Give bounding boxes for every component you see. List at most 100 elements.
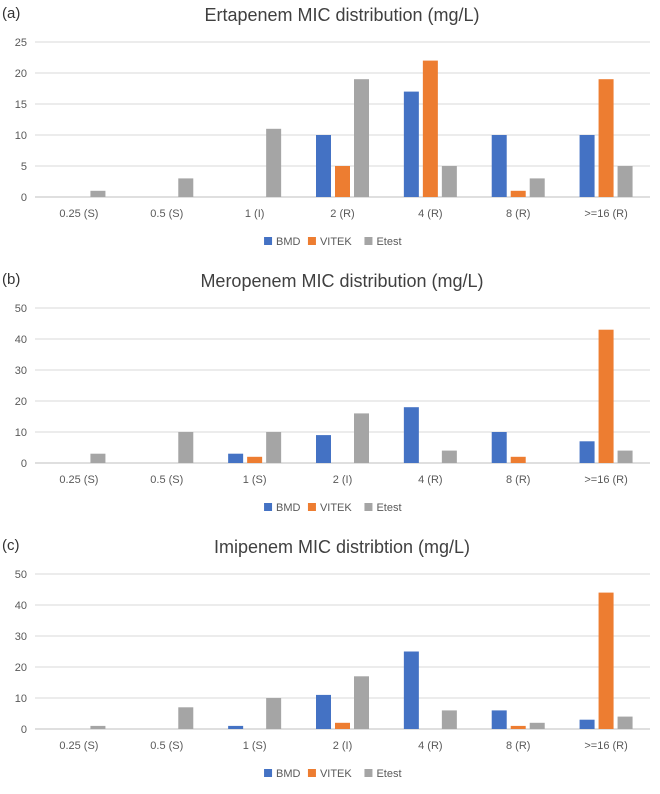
bar-etest — [617, 450, 633, 463]
y-tick-label: 10 — [15, 427, 27, 439]
x-tick-label: 1 (S) — [243, 474, 267, 486]
bar-etest — [90, 190, 106, 197]
x-tick-label: 1 (I) — [245, 208, 265, 220]
y-tick-label: 40 — [15, 600, 27, 612]
y-tick-label: 30 — [15, 365, 27, 377]
chart-meropenem: (b) Meropenem MIC distribution (mg/L) 0 1… — [2, 271, 650, 514]
x-tick-label: 0.5 (S) — [150, 208, 183, 220]
legend-swatch — [364, 237, 373, 245]
x-tick-label: 4 (R) — [418, 474, 442, 486]
bar-vitek — [510, 190, 526, 197]
bar-bmd — [316, 694, 331, 729]
bar-etest — [441, 710, 457, 729]
bar-vitek — [598, 592, 614, 729]
bar-bmd — [491, 432, 507, 463]
legend-swatch — [264, 237, 273, 245]
bar-etest — [529, 722, 545, 729]
y-tick-label: 40 — [15, 334, 27, 346]
x-tick-label: 8 (R) — [506, 740, 530, 752]
bar-bmd — [403, 91, 419, 197]
bar-bmd — [579, 719, 595, 729]
bar-bmd — [316, 135, 331, 197]
x-tick-label: 2 (I) — [333, 740, 353, 752]
legend-swatch — [307, 503, 316, 511]
bar-etest — [178, 432, 194, 463]
legend-swatch — [307, 769, 316, 777]
bar-etest — [529, 178, 545, 197]
legend-label: Etest — [376, 236, 401, 248]
chart-title: Meropenem MIC distribution (mg/L) — [200, 271, 483, 291]
panel-label: (b) — [2, 271, 20, 288]
x-tick-label: 1 (S) — [243, 740, 267, 752]
x-tick-label: >=16 (R) — [584, 208, 627, 220]
legend-label: VITEK — [320, 236, 352, 248]
chart-ertapenem: (a) Ertapenem MIC distribution (mg/L) 0 5… — [2, 5, 650, 248]
bar-bmd — [403, 407, 419, 463]
legend-label: BMD — [276, 236, 301, 248]
y-tick-label: 20 — [15, 662, 27, 674]
y-tick-label: 20 — [15, 68, 27, 80]
legend-label: BMD — [276, 768, 301, 780]
chart-panel-a: (a) Ertapenem MIC distribution (mg/L) 0 5… — [0, 0, 660, 262]
bar-etest — [617, 166, 633, 197]
legend-label: Etest — [376, 768, 401, 780]
legend-label: VITEK — [320, 502, 352, 514]
y-tick-label: 50 — [15, 569, 27, 581]
bar-etest — [266, 432, 282, 463]
x-tick-label: 8 (R) — [506, 474, 530, 486]
legend-swatch — [364, 769, 373, 777]
y-tick-label: 10 — [15, 693, 27, 705]
y-tick-label: 0 — [21, 192, 27, 204]
x-tick-label: >=16 (R) — [584, 740, 627, 752]
x-tick-label: 2 (R) — [330, 208, 354, 220]
bar-bmd — [228, 453, 244, 463]
bar-vitek — [510, 456, 526, 463]
bar-etest — [617, 716, 633, 729]
bar-bmd — [403, 651, 419, 729]
bar-bmd — [491, 710, 507, 729]
bar-bmd — [228, 725, 244, 729]
legend-swatch — [264, 769, 273, 777]
y-tick-label: 50 — [15, 303, 27, 315]
x-tick-label: >=16 (R) — [584, 474, 627, 486]
y-tick-label: 10 — [15, 130, 27, 142]
bar-bmd — [579, 441, 595, 463]
bar-etest — [90, 453, 106, 463]
x-tick-label: 4 (R) — [418, 208, 442, 220]
panel-label: (c) — [2, 537, 20, 554]
panel-label: (a) — [2, 5, 20, 22]
legend-swatch — [264, 503, 273, 511]
bar-etest — [354, 413, 369, 463]
y-tick-label: 25 — [15, 37, 27, 49]
bar-etest — [266, 698, 282, 729]
chart-title: Ertapenem MIC distribution (mg/L) — [204, 5, 479, 25]
bar-vitek — [335, 722, 350, 729]
y-tick-label: 5 — [21, 161, 27, 173]
x-tick-label: 2 (I) — [333, 474, 353, 486]
x-tick-label: 0.5 (S) — [150, 740, 183, 752]
bar-etest — [441, 166, 457, 197]
legend-swatch — [307, 237, 316, 245]
x-tick-label: 0.25 (S) — [59, 740, 98, 752]
x-tick-label: 0.5 (S) — [150, 474, 183, 486]
bar-vitek — [598, 329, 614, 463]
y-tick-label: 30 — [15, 631, 27, 643]
bar-bmd — [579, 135, 595, 197]
chart-panel-b: (b) Meropenem MIC distribution (mg/L) 0 1… — [0, 266, 660, 528]
chart-title: Imipenem MIC distribtion (mg/L) — [214, 537, 470, 557]
y-tick-label: 0 — [21, 458, 27, 470]
x-tick-label: 8 (R) — [506, 208, 530, 220]
legend-swatch — [364, 503, 373, 511]
bar-vitek — [422, 60, 438, 197]
x-tick-label: 0.25 (S) — [59, 208, 98, 220]
bar-etest — [266, 128, 282, 197]
bar-etest — [178, 178, 194, 197]
y-tick-label: 15 — [15, 99, 27, 111]
bar-etest — [441, 450, 457, 463]
bar-etest — [354, 79, 369, 197]
bar-bmd — [316, 435, 331, 463]
legend-label: Etest — [376, 502, 401, 514]
x-tick-label: 0.25 (S) — [59, 474, 98, 486]
x-tick-label: 4 (R) — [418, 740, 442, 752]
bar-vitek — [335, 166, 350, 197]
